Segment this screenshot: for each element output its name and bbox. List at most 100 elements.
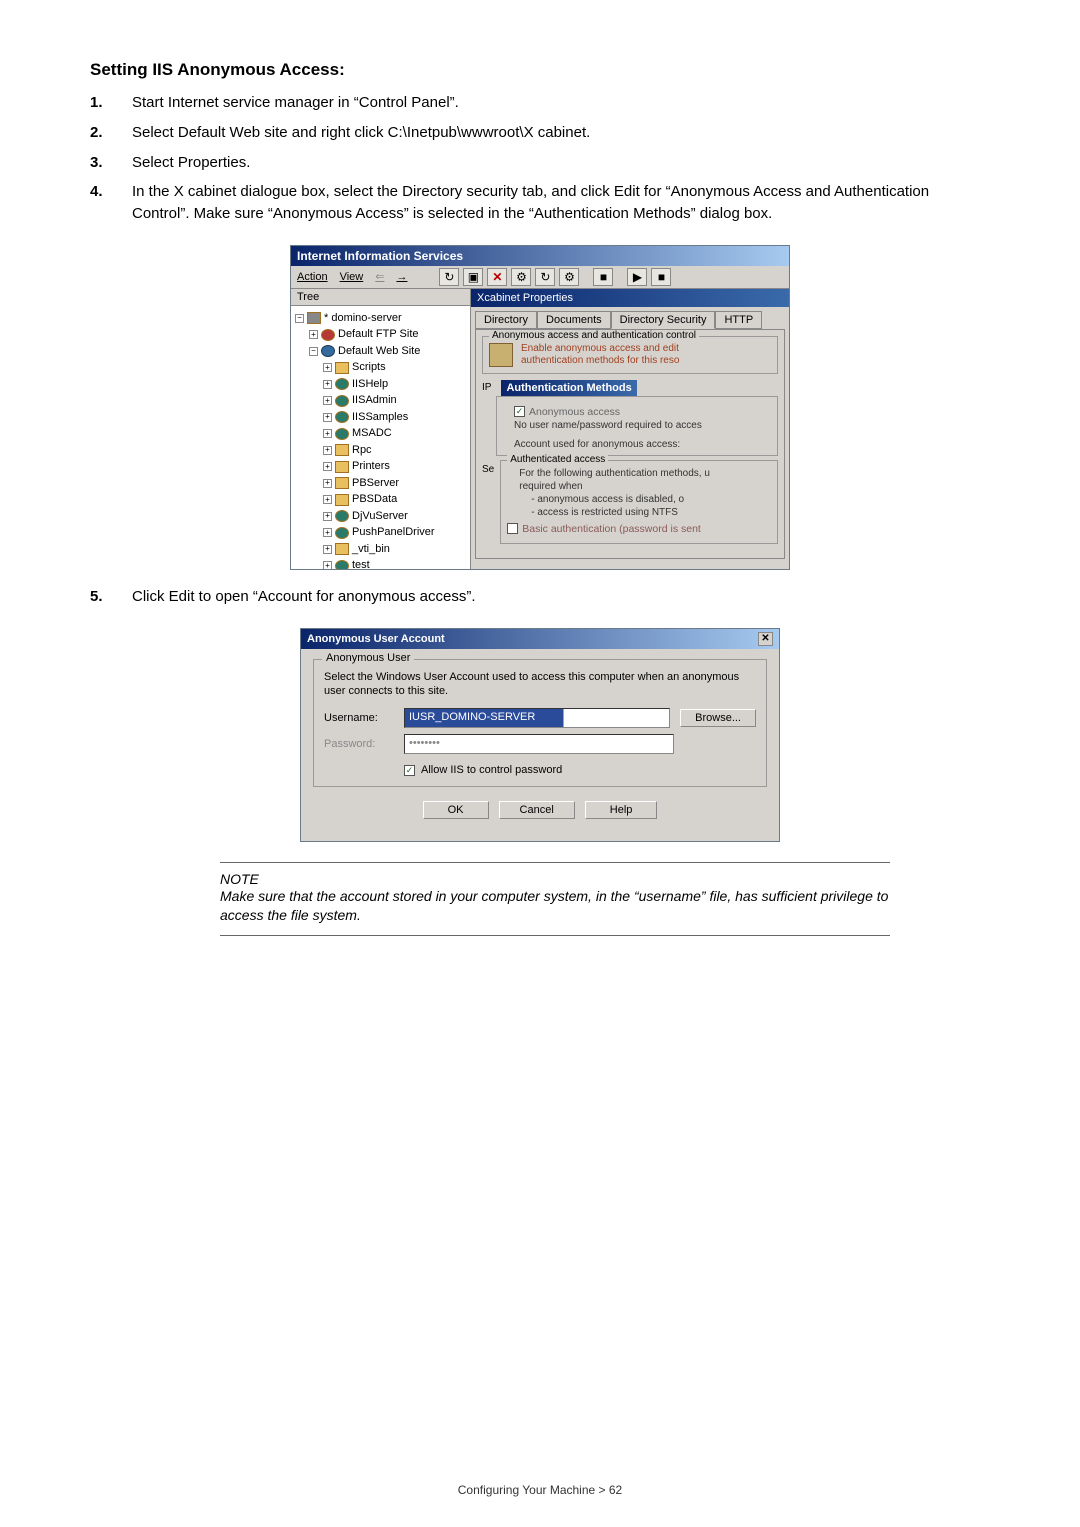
enable-anon-text: Enable anonymous access and edit — [521, 343, 679, 354]
expand-icon[interactable]: + — [309, 330, 318, 339]
help-button[interactable]: Help — [585, 801, 658, 819]
tree-ftp[interactable]: Default FTP Site — [338, 326, 419, 343]
anon-checkbox[interactable]: ✓ — [514, 406, 525, 417]
auth-access-group: Authenticated access For the following a… — [500, 460, 778, 544]
password-label: Password: — [324, 738, 394, 750]
app-icon — [335, 510, 349, 522]
expand-icon[interactable]: + — [323, 512, 332, 521]
tree-item[interactable]: PBServer — [352, 475, 399, 492]
app-icon — [335, 411, 349, 423]
ok-button[interactable]: OK — [423, 801, 489, 819]
cancel-button[interactable]: Cancel — [499, 801, 575, 819]
expand-icon[interactable]: + — [323, 363, 332, 372]
steps-list-2: 5.Click Edit to open “Account for anonym… — [90, 586, 990, 608]
tab-documents[interactable]: Documents — [537, 311, 611, 329]
globe-icon — [321, 345, 335, 357]
expand-icon[interactable]: + — [323, 462, 332, 471]
step-number: 5. — [90, 586, 110, 608]
play-icon[interactable]: ▶ — [627, 268, 647, 286]
folder-icon — [335, 444, 349, 456]
expand-icon[interactable]: + — [323, 446, 332, 455]
tree-item[interactable]: IISSamples — [352, 409, 408, 426]
tree-item[interactable]: Printers — [352, 458, 390, 475]
app-icon — [335, 395, 349, 407]
se-label: Se — [482, 464, 494, 544]
ip-label: IP — [482, 382, 491, 393]
expand-icon[interactable]: + — [323, 396, 332, 405]
folder-icon — [335, 543, 349, 555]
tb-btn[interactable]: ▣ — [463, 268, 483, 286]
tb-btn[interactable]: ⚙ — [511, 268, 531, 286]
folder-icon — [335, 494, 349, 506]
expand-icon[interactable]: + — [323, 479, 332, 488]
tree-item[interactable]: Rpc — [352, 442, 372, 459]
expand-icon[interactable]: + — [323, 545, 332, 554]
browse-button[interactable]: Browse... — [680, 709, 756, 727]
tab-directory-security[interactable]: Directory Security — [611, 311, 716, 329]
expand-icon[interactable]: + — [323, 413, 332, 422]
expand-icon[interactable]: + — [323, 429, 332, 438]
steps-list: 1.Start Internet service manager in “Con… — [90, 92, 990, 225]
tb-btn[interactable]: ↻ — [535, 268, 555, 286]
note-block: NOTE Make sure that the account stored i… — [220, 862, 890, 936]
app-icon — [335, 428, 349, 440]
tree-root[interactable]: * domino-server — [324, 310, 402, 327]
toolbar: ↻ ▣ ✕ ⚙ ↻ ⚙ ■ ▶ ■ — [439, 268, 671, 286]
basic-auth-text: Basic authentication (password is sent — [522, 523, 701, 535]
auth-line: For the following authentication methods… — [519, 467, 771, 480]
note-title: NOTE — [220, 871, 890, 887]
tree-item[interactable]: IISAdmin — [352, 392, 397, 409]
step-text: Start Internet service manager in “Contr… — [132, 92, 990, 114]
expand-icon[interactable]: + — [323, 495, 332, 504]
tree-item[interactable]: test — [352, 557, 370, 569]
auth-methods-text: authentication methods for this reso — [521, 355, 679, 366]
tree-item[interactable]: PushPanelDriver — [352, 524, 435, 541]
step-number: 2. — [90, 122, 110, 144]
page-heading: Setting IIS Anonymous Access: — [90, 60, 990, 80]
step-number: 3. — [90, 152, 110, 174]
group-label: Authenticated access — [507, 454, 608, 465]
menu-view[interactable]: View — [340, 271, 364, 283]
tb-btn[interactable]: ⚙ — [559, 268, 579, 286]
tree-item[interactable]: DjVuServer — [352, 508, 408, 525]
expand-icon[interactable]: + — [323, 380, 332, 389]
back-icon[interactable]: ⇐ — [375, 270, 384, 283]
window-title: Internet Information Services — [291, 246, 789, 266]
folder-icon — [335, 477, 349, 489]
username-input[interactable]: IUSR_DOMINO-SERVER — [404, 708, 670, 728]
tree-item[interactable]: _vti_bin — [352, 541, 390, 558]
iis-window: Internet Information Services Action Vie… — [290, 245, 790, 570]
tree-pane: Tree −* domino-server +Default FTP Site … — [291, 289, 471, 569]
tree-item[interactable]: IISHelp — [352, 376, 388, 393]
server-icon[interactable]: ■ — [593, 268, 613, 286]
server-icon — [307, 312, 321, 324]
password-input: •••••••• — [404, 734, 674, 754]
properties-title: Xcabinet Properties — [471, 289, 789, 307]
collapse-icon[interactable]: − — [309, 347, 318, 356]
basic-auth-checkbox[interactable] — [507, 523, 518, 534]
expand-icon[interactable]: + — [323, 528, 332, 537]
anon-access-group: Anonymous access and authentication cont… — [482, 336, 778, 374]
expand-icon[interactable]: + — [323, 561, 332, 569]
collapse-icon[interactable]: − — [295, 314, 304, 323]
tree-tab[interactable]: Tree — [291, 289, 470, 306]
fwd-icon[interactable]: → — [396, 271, 407, 283]
tb-btn[interactable]: ↻ — [439, 268, 459, 286]
tab-directory[interactable]: Directory — [475, 311, 537, 329]
username-label: Username: — [324, 712, 394, 724]
divider — [220, 935, 890, 936]
close-icon[interactable]: ✕ — [758, 632, 773, 646]
menu-action[interactable]: Action — [297, 271, 328, 283]
allow-iis-checkbox[interactable]: ✓ — [404, 765, 415, 776]
step-text: Select Properties. — [132, 152, 990, 174]
group-description: Select the Windows User Account used to … — [324, 670, 756, 699]
tab-http[interactable]: HTTP — [715, 311, 762, 329]
tree-item[interactable]: PBSData — [352, 491, 397, 508]
folder-icon — [335, 461, 349, 473]
tree-item[interactable]: Scripts — [352, 359, 386, 376]
tree-item[interactable]: MSADC — [352, 425, 392, 442]
tree-web[interactable]: Default Web Site — [338, 343, 420, 360]
app-icon — [335, 527, 349, 539]
stop-icon[interactable]: ■ — [651, 268, 671, 286]
delete-icon[interactable]: ✕ — [487, 268, 507, 286]
